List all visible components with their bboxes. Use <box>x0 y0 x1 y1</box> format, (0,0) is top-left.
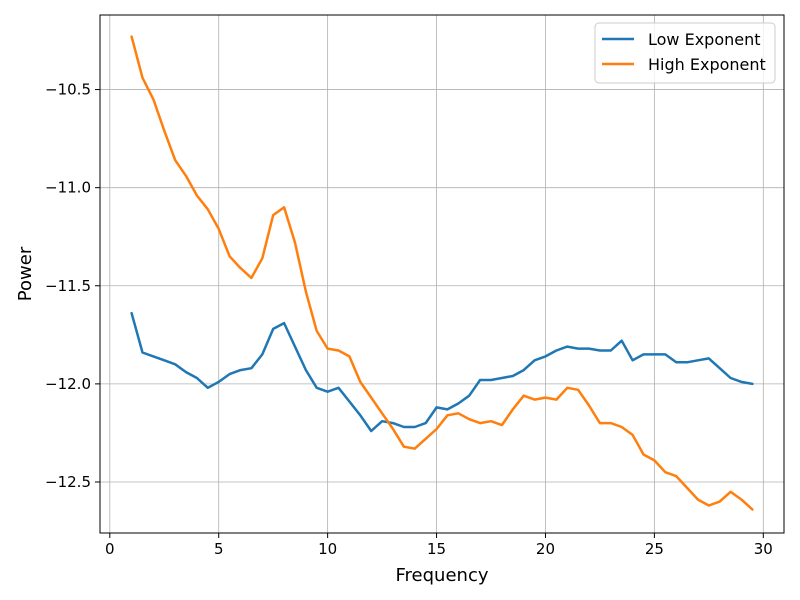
legend-label-low-exponent: Low Exponent <box>648 30 761 49</box>
legend-label-high-exponent: High Exponent <box>648 55 766 74</box>
y-tick-label: −12.0 <box>45 375 91 393</box>
legend-box <box>594 22 776 84</box>
y-tick-label: −10.5 <box>45 81 91 99</box>
x-tick-label: 20 <box>536 540 555 558</box>
axes-frame <box>99 14 785 534</box>
x-tick-label: 0 <box>105 540 115 558</box>
y-tick-label: −12.5 <box>45 473 91 491</box>
x-tick-label: 15 <box>427 540 446 558</box>
series-line-low-exponent <box>130 311 754 433</box>
series-lines <box>130 35 754 511</box>
y-tick-label: −11.5 <box>45 277 91 295</box>
x-tick-label: 10 <box>318 540 337 558</box>
grid-lines <box>100 15 784 533</box>
x-tick-label: 25 <box>645 540 664 558</box>
x-tick-label: 5 <box>214 540 224 558</box>
y-tick-label: −11.0 <box>45 179 91 197</box>
x-axis-label: Frequency <box>396 565 489 586</box>
legend: Low Exponent High Exponent <box>594 22 776 84</box>
series-line-high-exponent <box>130 35 754 511</box>
x-tick-label: 30 <box>754 540 773 558</box>
y-axis-label: Power <box>15 246 36 301</box>
axis-ticks: 0 5 10 15 20 25 30 −10.5 −11.0 −11.5 −12.0 −12.5 <box>45 81 773 558</box>
